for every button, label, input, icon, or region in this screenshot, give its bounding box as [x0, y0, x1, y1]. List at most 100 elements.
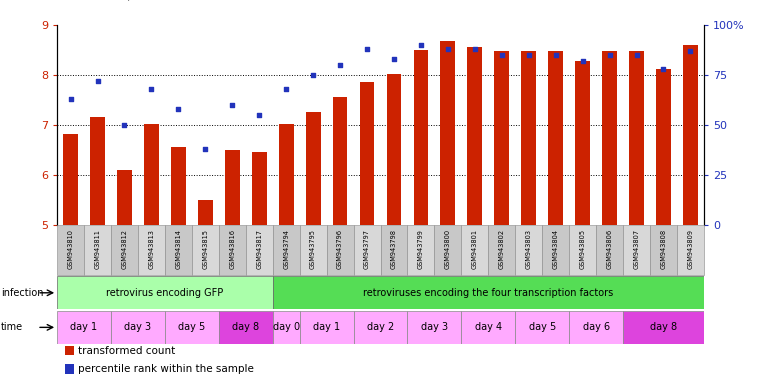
Text: GSM943794: GSM943794: [283, 228, 289, 269]
Bar: [354, 225, 380, 275]
Bar: [84, 225, 111, 275]
Bar: [224, 150, 240, 225]
Point: [199, 146, 212, 152]
Text: GDS5316 / 10606436: GDS5316 / 10606436: [65, 0, 199, 2]
Text: GSM943802: GSM943802: [498, 228, 505, 269]
Bar: [117, 170, 132, 225]
Point: [388, 56, 400, 62]
Text: GSM943803: GSM943803: [526, 228, 532, 269]
Bar: [192, 225, 219, 275]
Point: [253, 112, 266, 118]
Text: GSM943810: GSM943810: [68, 228, 74, 269]
Bar: [548, 51, 563, 225]
Text: infection: infection: [1, 288, 43, 298]
Bar: [198, 200, 213, 225]
Point: [65, 96, 77, 102]
Bar: [272, 276, 704, 309]
Point: [119, 122, 131, 128]
Bar: [111, 311, 165, 344]
Bar: [272, 225, 300, 275]
Bar: [461, 311, 515, 344]
Bar: [219, 311, 272, 344]
Bar: [656, 69, 671, 225]
Text: GSM943805: GSM943805: [580, 228, 586, 269]
Text: GSM943804: GSM943804: [552, 228, 559, 269]
Point: [91, 78, 103, 84]
Bar: [407, 311, 461, 344]
Point: [361, 46, 373, 52]
Bar: [306, 113, 320, 225]
Point: [415, 42, 427, 48]
Text: transformed count: transformed count: [78, 346, 176, 356]
Point: [334, 62, 346, 68]
Text: GSM943813: GSM943813: [148, 228, 154, 268]
Bar: [602, 51, 617, 225]
Bar: [623, 225, 650, 275]
Text: GSM943812: GSM943812: [122, 228, 127, 269]
Text: percentile rank within the sample: percentile rank within the sample: [78, 364, 254, 374]
Text: day 5: day 5: [529, 322, 556, 333]
Text: GSM943800: GSM943800: [445, 228, 451, 269]
Text: GSM943799: GSM943799: [418, 228, 424, 268]
Bar: [521, 51, 537, 225]
Text: GSM943806: GSM943806: [607, 228, 613, 269]
Text: day 6: day 6: [583, 322, 610, 333]
Bar: [300, 225, 326, 275]
Bar: [623, 311, 704, 344]
Bar: [575, 61, 590, 225]
Point: [226, 102, 238, 108]
Bar: [629, 51, 644, 225]
Text: retroviruses encoding the four transcription factors: retroviruses encoding the four transcrip…: [363, 288, 613, 298]
Point: [603, 52, 616, 58]
Bar: [57, 311, 111, 344]
Bar: [354, 311, 407, 344]
Bar: [407, 225, 435, 275]
Bar: [596, 225, 623, 275]
Point: [549, 52, 562, 58]
Text: GSM943816: GSM943816: [229, 228, 235, 269]
Text: GSM943807: GSM943807: [634, 228, 639, 269]
Text: day 1: day 1: [71, 322, 97, 333]
Point: [469, 46, 481, 52]
Bar: [252, 152, 266, 225]
Text: GSM943797: GSM943797: [364, 228, 370, 269]
Bar: [380, 225, 407, 275]
Bar: [489, 225, 515, 275]
Bar: [165, 311, 219, 344]
Bar: [57, 276, 272, 309]
Bar: [683, 45, 698, 225]
Bar: [279, 124, 294, 225]
Bar: [569, 311, 623, 344]
Bar: [413, 50, 428, 225]
Text: GSM943801: GSM943801: [472, 228, 478, 269]
Point: [523, 52, 535, 58]
Bar: [272, 311, 300, 344]
Text: GSM943814: GSM943814: [175, 228, 181, 269]
Text: day 0: day 0: [272, 322, 300, 333]
Text: GSM943817: GSM943817: [256, 228, 263, 269]
Text: retrovirus encoding GFP: retrovirus encoding GFP: [107, 288, 224, 298]
Bar: [495, 51, 509, 225]
Bar: [111, 225, 138, 275]
Bar: [333, 98, 348, 225]
Point: [577, 58, 589, 64]
Text: day 2: day 2: [367, 322, 394, 333]
Text: GSM943795: GSM943795: [310, 228, 316, 269]
Bar: [569, 225, 596, 275]
Text: day 8: day 8: [650, 322, 677, 333]
Point: [172, 106, 184, 112]
Bar: [515, 311, 569, 344]
Bar: [90, 118, 105, 225]
Point: [145, 86, 158, 92]
Text: day 3: day 3: [124, 322, 151, 333]
Point: [307, 72, 319, 78]
Bar: [543, 225, 569, 275]
Bar: [144, 124, 159, 225]
Point: [442, 46, 454, 52]
Text: GSM943796: GSM943796: [337, 228, 343, 269]
Text: time: time: [1, 322, 23, 333]
Bar: [63, 134, 78, 225]
Text: day 4: day 4: [475, 322, 501, 333]
Text: GSM943808: GSM943808: [661, 228, 667, 269]
Bar: [326, 225, 354, 275]
